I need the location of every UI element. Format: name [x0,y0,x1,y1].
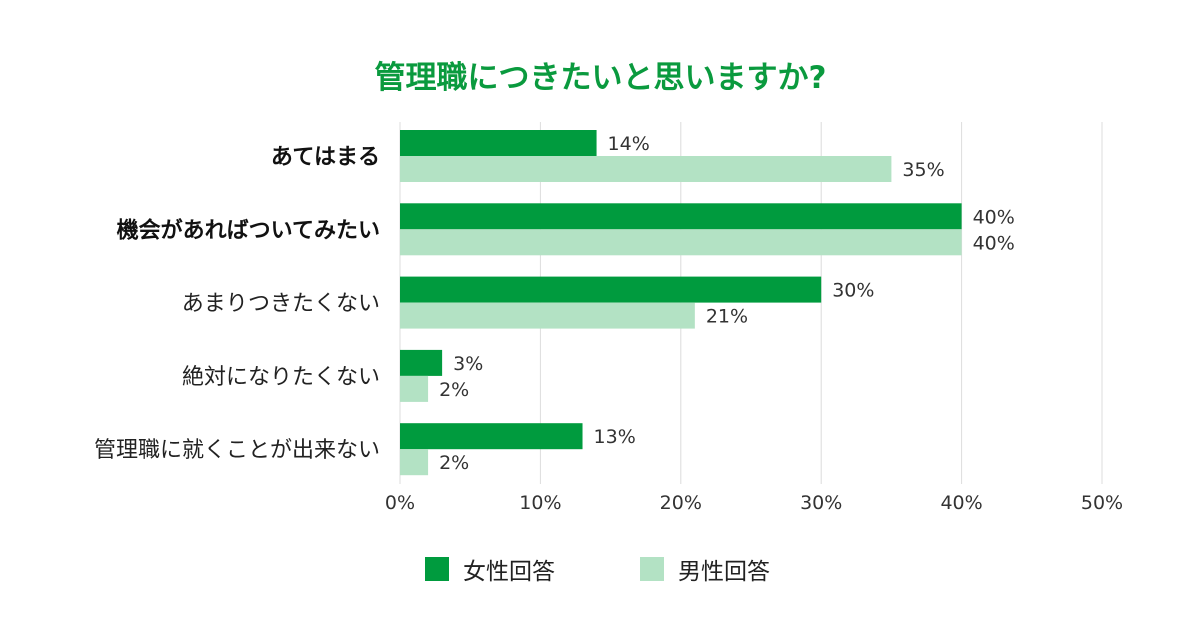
legend-swatch [640,557,664,581]
legend-item: 男性回答 [640,552,770,586]
bar-male [400,302,695,329]
bar-female [400,130,597,156]
category-label: 絶対になりたくない [182,365,380,390]
x-tick-label: 10% [519,492,561,514]
category-label: 機会があればついてみたい [117,217,380,243]
legend-label: 女性回答 [463,559,555,585]
x-tick-label: 20% [660,492,702,514]
category-label: あてはまる [271,145,380,170]
bar-female [400,203,962,230]
chart-title: 管理職につきたいと思いますか? [374,60,827,96]
category-label: 管理職に就くことが出来ない [94,438,380,463]
bar-male [400,375,429,402]
legend-item: 女性回答 [425,552,555,586]
value-label: 21% [706,306,748,328]
x-tick-label: 50% [1081,492,1123,514]
value-label: 2% [439,379,469,401]
value-label: 13% [594,426,636,448]
x-tick-label: 0% [385,492,415,514]
legend: 女性回答 男性回答 [0,552,1201,586]
value-label: 30% [832,280,874,302]
category-label: あまりつきたくない [182,292,380,317]
value-label: 40% [973,232,1015,254]
value-label: 3% [453,353,483,375]
legend-swatch [425,557,449,581]
bar-male [400,449,429,476]
bar-male [400,156,892,182]
bar-female [400,423,583,450]
x-tick-label: 30% [800,492,842,514]
value-label: 35% [902,159,944,181]
value-label: 40% [973,206,1015,228]
legend-label: 男性回答 [678,559,770,585]
value-label: 14% [608,133,650,155]
bar-male [400,229,962,256]
x-tick-label: 40% [940,492,982,514]
bar-female [400,349,443,376]
bar-female [400,276,822,303]
value-label: 2% [439,452,469,474]
